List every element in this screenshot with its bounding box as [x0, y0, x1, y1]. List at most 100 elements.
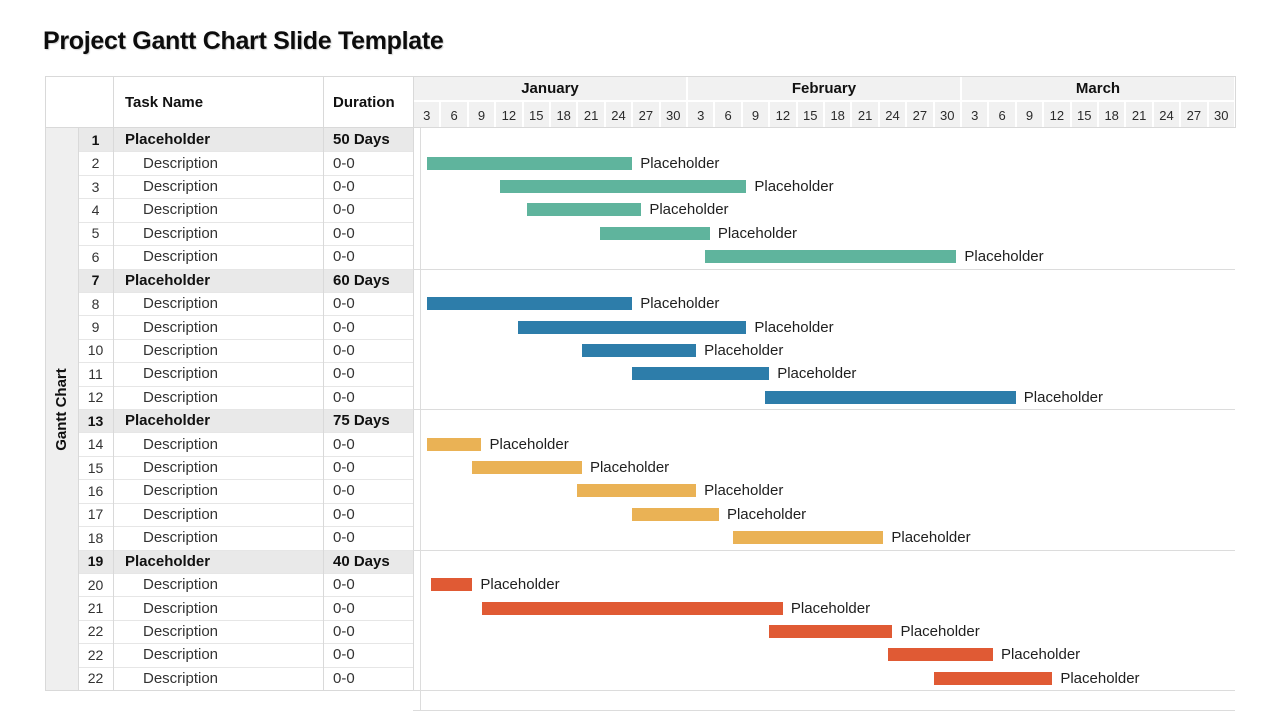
duration-cell: 0-0: [333, 248, 355, 266]
day-tick: 30: [660, 102, 686, 128]
bar-label: Placeholder: [640, 154, 720, 172]
gantt-bar: [426, 156, 633, 170]
bar-label: Placeholder: [891, 529, 971, 547]
gantt-bar: [431, 578, 473, 592]
day-tick: 6: [989, 102, 1015, 128]
task-name-cell: Description: [143, 529, 219, 547]
bar-label: Placeholder: [480, 576, 560, 594]
task-name-cell: Description: [143, 599, 219, 617]
row-separator-line: [78, 409, 413, 410]
row-separator-line: [78, 572, 413, 574]
row-separator-line: [78, 596, 413, 598]
gantt-bar: [581, 343, 697, 357]
duration-cell: 50 Days: [333, 131, 390, 149]
row-separator-line: [78, 502, 413, 504]
task-name-cell: Placeholder: [125, 412, 211, 430]
month-header: January: [414, 76, 686, 100]
corner-cell: [45, 76, 113, 128]
row-separator-line: [78, 619, 413, 621]
bar-label: Placeholder: [489, 435, 569, 453]
row-number: 14: [87, 436, 104, 453]
row-number: 8: [91, 295, 100, 312]
day-tick: 27: [1181, 102, 1207, 128]
gantt-bar: [481, 601, 783, 615]
bar-label: Placeholder: [1060, 669, 1140, 687]
duration-cell: 0-0: [333, 529, 355, 547]
gantt-bar: [732, 531, 884, 545]
duration-cell: 0-0: [333, 576, 355, 594]
row-separator-line: [78, 643, 413, 645]
row-separator-line: [78, 455, 413, 457]
row-number: 3: [91, 178, 100, 195]
bar-label: Placeholder: [640, 295, 720, 313]
header-bottom-border: [45, 127, 1235, 128]
row-number: 2: [91, 155, 100, 172]
row-number: 15: [87, 459, 104, 476]
gantt-bar: [632, 507, 719, 521]
day-tick: 9: [1016, 102, 1043, 128]
day-tick: 18: [551, 102, 577, 128]
group-boundary-line: [413, 268, 1235, 270]
bar-label: Placeholder: [964, 248, 1044, 266]
task-name-cell: Description: [143, 295, 219, 313]
duration-cell: 0-0: [333, 505, 355, 523]
row-separator-line: [78, 362, 413, 364]
row-separator-line: [78, 432, 413, 434]
day-tick: 3: [688, 102, 714, 128]
row-number: 16: [87, 482, 104, 499]
day-tick: 12: [1044, 102, 1070, 128]
task-name-cell: Description: [143, 505, 219, 523]
duration-cell: 0-0: [333, 622, 355, 640]
day-tick: 30: [1208, 102, 1234, 128]
task-name-cell: Placeholder: [125, 131, 211, 149]
duration-cell: 0-0: [333, 154, 355, 172]
task-name-cell: Description: [143, 459, 219, 477]
plot-axis-line: [420, 128, 421, 710]
row-separator-line: [78, 338, 413, 340]
day-tick: 21: [852, 102, 878, 128]
day-tick: 18: [825, 102, 851, 128]
row-separator-line: [78, 315, 413, 317]
row-number: 22: [87, 646, 104, 663]
day-tick: 30: [934, 102, 960, 128]
task-name-cell: Description: [143, 669, 219, 687]
duration-cell: 0-0: [333, 318, 355, 336]
month-header: March: [962, 76, 1234, 100]
task-name-cell: Placeholder: [125, 271, 211, 289]
row-separator-line: [78, 526, 413, 528]
duration-cell: 0-0: [333, 646, 355, 664]
gantt-chart-side-strip: Gantt Chart: [45, 128, 78, 690]
day-tick: 12: [770, 102, 796, 128]
bar-label: Placeholder: [777, 365, 857, 383]
day-tick: 24: [879, 102, 906, 128]
gantt-bar: [426, 437, 482, 451]
header-right-border: [1235, 76, 1236, 128]
gantt-bar: [426, 297, 633, 311]
gantt-bar: [769, 624, 893, 638]
duration-cell: 0-0: [333, 365, 355, 383]
bar-label: Placeholder: [717, 224, 798, 242]
row-separator-line: [78, 174, 413, 176]
bar-label: Placeholder: [704, 482, 784, 500]
table-bottom-border: [45, 690, 413, 691]
row-number: 7: [91, 272, 100, 289]
task-name-cell: Description: [143, 154, 219, 172]
duration-cell: 0-0: [333, 459, 355, 477]
gantt-chart-vertical-label: Gantt Chart: [53, 367, 70, 451]
gantt-bar: [518, 320, 747, 334]
duration-cell: 0-0: [333, 224, 355, 242]
duration-cell: 0-0: [333, 201, 355, 219]
duration-cell: 0-0: [333, 669, 355, 687]
month-header: February: [688, 76, 960, 100]
day-tick: 27: [633, 102, 659, 128]
day-tick: 27: [907, 102, 933, 128]
gantt-bar: [887, 648, 993, 662]
task-name-cell: Description: [143, 248, 219, 266]
row-number: 9: [91, 319, 100, 336]
task-name-cell: Description: [143, 646, 219, 664]
day-tick: 6: [715, 102, 741, 128]
row-number: 12: [87, 389, 104, 406]
bar-label: Placeholder: [754, 318, 834, 336]
header-top-border: [45, 76, 1235, 77]
